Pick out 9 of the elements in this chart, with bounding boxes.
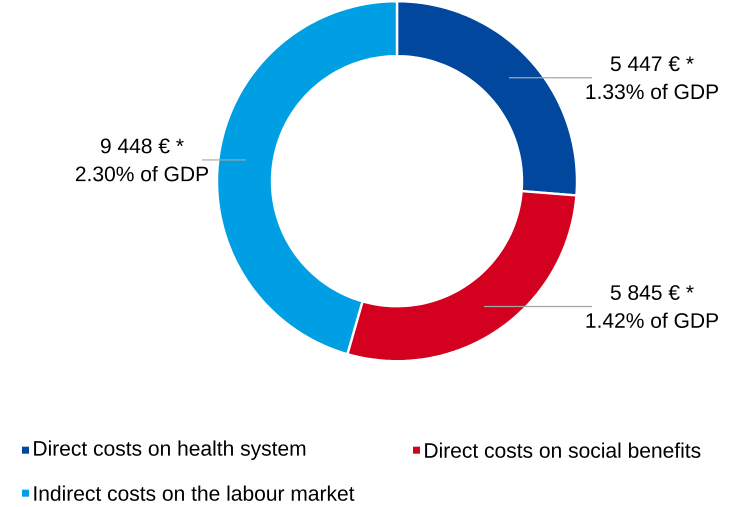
data-label: 5 845 € *: [610, 285, 694, 300]
legend-label: Indirect costs on the labour market: [34, 485, 354, 501]
legend-label: Direct costs on social benefits: [425, 442, 700, 458]
text: 1.42% of GDP: [586, 312, 718, 328]
data-label: 5 447 € *: [610, 56, 694, 72]
text: 1.33% of GDP: [586, 84, 718, 100]
text: 2.30% of GDP: [76, 166, 208, 182]
data-label: 9 448 € *: [100, 138, 184, 154]
legend-label: Direct costs on health system: [34, 440, 306, 460]
